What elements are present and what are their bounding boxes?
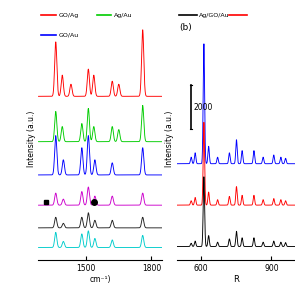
Text: GO/Ag: GO/Ag [58, 13, 78, 18]
Y-axis label: Intensity (a.u.): Intensity (a.u.) [165, 110, 174, 167]
X-axis label: R: R [233, 275, 239, 284]
X-axis label: cm⁻¹): cm⁻¹) [90, 275, 111, 284]
Y-axis label: Intensity (a.u.): Intensity (a.u.) [27, 110, 36, 167]
Text: GO/Au: GO/Au [58, 32, 78, 37]
Text: Ag/Au: Ag/Au [114, 13, 132, 18]
Text: (b): (b) [179, 22, 192, 32]
Text: Ag/GO/Au: Ag/GO/Au [199, 13, 230, 18]
Text: 2000: 2000 [193, 103, 212, 112]
